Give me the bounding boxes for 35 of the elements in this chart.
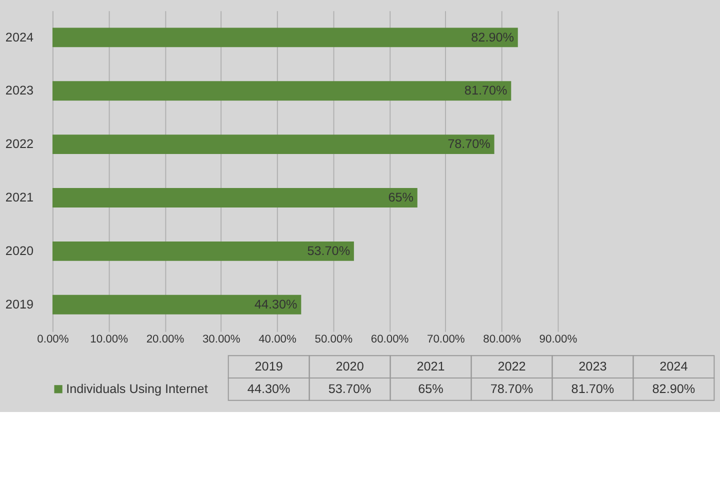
category-label: 2021 <box>416 360 445 374</box>
x-tick-label: 60.00% <box>370 334 409 346</box>
data-label: 44.30% <box>254 298 298 312</box>
data-label: 78.70% <box>448 137 490 152</box>
y-tick-label: 2020 <box>5 244 34 258</box>
legend-label: Individuals Using Internet <box>66 382 208 396</box>
text: 65% <box>418 382 444 396</box>
x-tick-label: 80.00% <box>483 334 522 346</box>
category-label: 2020 <box>336 360 364 374</box>
x-tick-label: 40.00% <box>258 334 297 346</box>
category-label: 2022 <box>498 360 526 374</box>
y-tick-label: 2019 <box>5 298 34 312</box>
data-label: 65% <box>388 190 414 205</box>
data-label: 81.70% <box>464 84 508 98</box>
x-tick-label: 90.00% <box>539 334 578 346</box>
text: 81.70% <box>571 382 614 396</box>
x-tick-label: 70.00% <box>427 334 465 346</box>
text: 53.70% <box>328 382 372 396</box>
category-label: 2024 <box>660 360 688 374</box>
data-label: 53.70% <box>307 244 350 258</box>
x-tick-label: 20.00% <box>146 334 184 346</box>
x-tick-label: 0.00% <box>37 334 69 346</box>
category-label: 2023 <box>578 360 607 374</box>
text: 78.70% <box>490 382 534 396</box>
y-tick-label: 2023 <box>5 84 34 98</box>
y-tick-label: 2024 <box>5 30 34 44</box>
text: 82.90% <box>652 382 696 396</box>
x-tick-label: 30.00% <box>202 334 240 346</box>
text: 44.30% <box>247 382 290 396</box>
category-label: 2019 <box>254 360 283 374</box>
data-label: 82.90% <box>471 30 514 44</box>
x-tick-label: 50.00% <box>314 334 353 346</box>
x-tick-label: 10.00% <box>90 334 128 346</box>
y-tick-label: 2021 <box>5 190 34 205</box>
y-tick-label: 2022 <box>5 137 34 152</box>
